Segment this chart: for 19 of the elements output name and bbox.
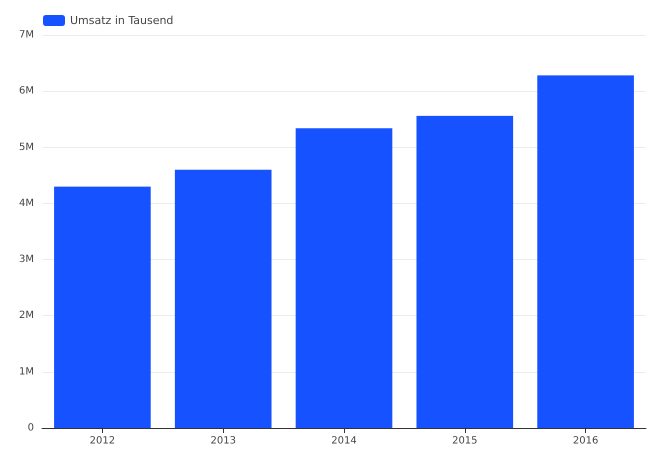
x-tick-label: 2012 bbox=[90, 436, 116, 446]
y-tick-label: 3M bbox=[19, 254, 34, 266]
y-tick-label: 5M bbox=[19, 142, 34, 153]
y-tick-label: 2M bbox=[19, 310, 34, 322]
bar bbox=[54, 186, 151, 428]
x-tick-label: 2013 bbox=[210, 436, 236, 446]
y-tick-label: 1M bbox=[19, 366, 34, 378]
bar bbox=[174, 170, 272, 428]
bar bbox=[416, 116, 514, 428]
y-tick-label: 6M bbox=[19, 86, 34, 97]
x-tick-label: 2014 bbox=[331, 436, 357, 446]
bar bbox=[296, 128, 392, 428]
y-tick-label: 0 bbox=[28, 422, 34, 434]
bar bbox=[537, 75, 634, 428]
x-tick-label: 2016 bbox=[572, 436, 598, 446]
x-tick-label: 2015 bbox=[452, 436, 478, 446]
y-tick-label: 7M bbox=[19, 30, 34, 40]
y-tick-label: 4M bbox=[19, 198, 34, 209]
legend-label: Umsatz in Tausend bbox=[70, 14, 174, 27]
